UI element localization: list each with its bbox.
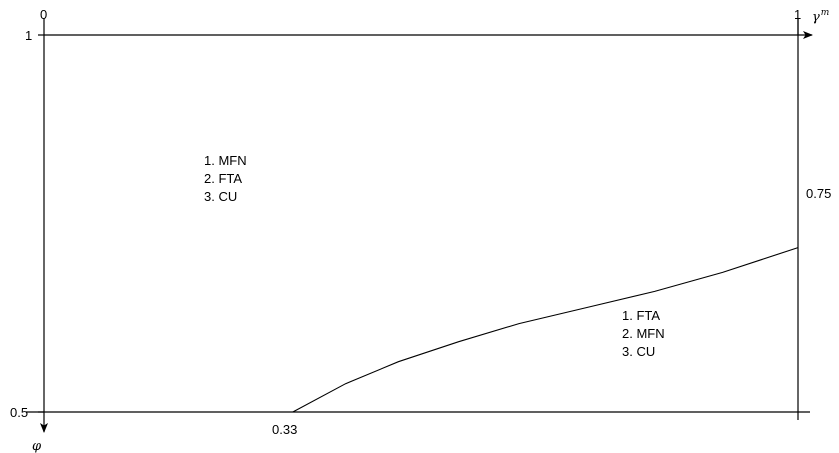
gamma-start-label: 0 — [40, 7, 47, 22]
curve-start-label: 0.33 — [272, 422, 297, 437]
region-lower-right: 1. FTA 2. MFN 3. CU — [622, 308, 665, 359]
region-lower-item: 3. CU — [622, 344, 655, 359]
region-upper-item: 1. MFN — [204, 153, 247, 168]
region-lower-item: 1. FTA — [622, 308, 660, 323]
curve-end-label: 0.75 — [806, 186, 831, 201]
region-lower-item: 2. MFN — [622, 326, 665, 341]
phi-axis-symbol: φ — [32, 439, 42, 453]
region-upper-item: 3. CU — [204, 189, 237, 204]
boundary-curve — [292, 247, 799, 413]
phi-top-label: 1 — [25, 28, 32, 43]
gamma-end-label: 1 — [794, 7, 801, 22]
region-upper-item: 2. FTA — [204, 171, 242, 186]
region-upper-left: 1. MFN 2. FTA 3. CU — [204, 153, 247, 204]
phi-bottom-label: 0.5 — [10, 405, 28, 420]
gamma-axis-symbol: γm — [812, 8, 829, 25]
